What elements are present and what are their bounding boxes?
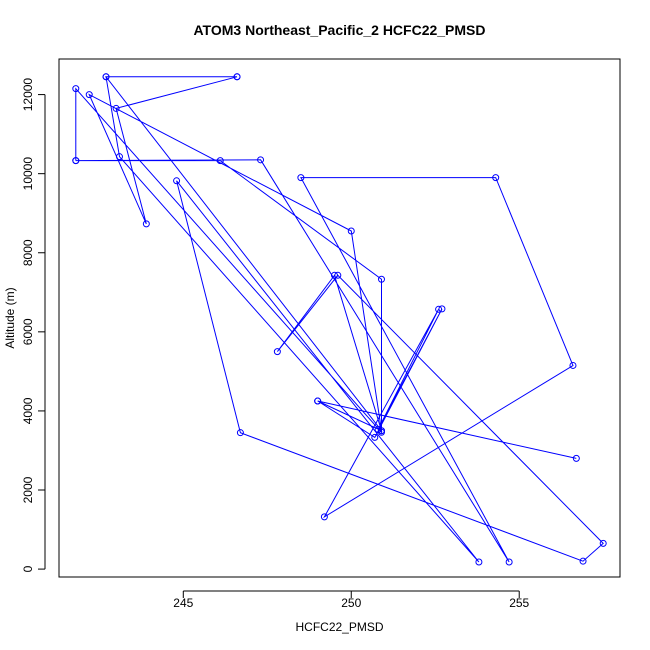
- data-point: [72, 157, 80, 165]
- data-point: [85, 91, 93, 99]
- x-tick-label: 250: [341, 596, 361, 610]
- data-point: [233, 73, 241, 81]
- series-group: [75, 76, 604, 563]
- y-tick-label: 12000: [21, 78, 35, 112]
- data-point: [297, 174, 305, 182]
- data-point: [377, 275, 385, 283]
- data-point: [599, 539, 607, 547]
- y-tick-label: 0: [21, 565, 35, 572]
- data-point: [273, 348, 281, 356]
- y-tick-label: 4000: [21, 397, 35, 424]
- y-tick-label: 6000: [21, 318, 35, 345]
- data-point: [72, 85, 80, 93]
- data-point: [438, 305, 446, 313]
- x-axis-label: HCFC22_PMSD: [295, 620, 383, 634]
- y-tick-label: 2000: [21, 476, 35, 503]
- data-point: [569, 361, 577, 369]
- x-tick-label: 255: [509, 596, 529, 610]
- data-point: [505, 558, 513, 566]
- data-point: [173, 177, 181, 185]
- data-point: [371, 433, 379, 441]
- data-point: [334, 271, 342, 279]
- data-point: [236, 429, 244, 437]
- y-tick-label: 8000: [21, 239, 35, 266]
- data-point: [102, 73, 110, 81]
- data-point: [320, 513, 328, 521]
- x-tick-label: 245: [173, 596, 193, 610]
- data-point: [492, 174, 500, 182]
- data-point: [330, 271, 338, 279]
- data-point: [377, 428, 385, 436]
- data-point: [347, 227, 355, 235]
- chart-title: ATOM3 Northeast_Pacific_2 HCFC22_PMSD: [193, 22, 485, 38]
- data-point: [435, 305, 443, 313]
- data-point: [112, 104, 120, 112]
- y-axis-label: Altitude (m): [3, 287, 17, 348]
- y-tick-label: 10000: [21, 157, 35, 191]
- y-axis: 0 2000 4000 6000 8000 10000 12000: [21, 78, 46, 572]
- data-point: [142, 220, 150, 228]
- data-point: [579, 557, 587, 565]
- series-line: [75, 76, 604, 563]
- plot-frame: [58, 58, 621, 578]
- x-axis: 245 250 255: [173, 590, 530, 610]
- data-point: [572, 454, 580, 462]
- data-point: [216, 157, 224, 165]
- data-point: [115, 153, 123, 161]
- data-point: [257, 156, 265, 164]
- data-point: [475, 558, 483, 566]
- points-group: [72, 73, 607, 566]
- data-point: [314, 397, 322, 405]
